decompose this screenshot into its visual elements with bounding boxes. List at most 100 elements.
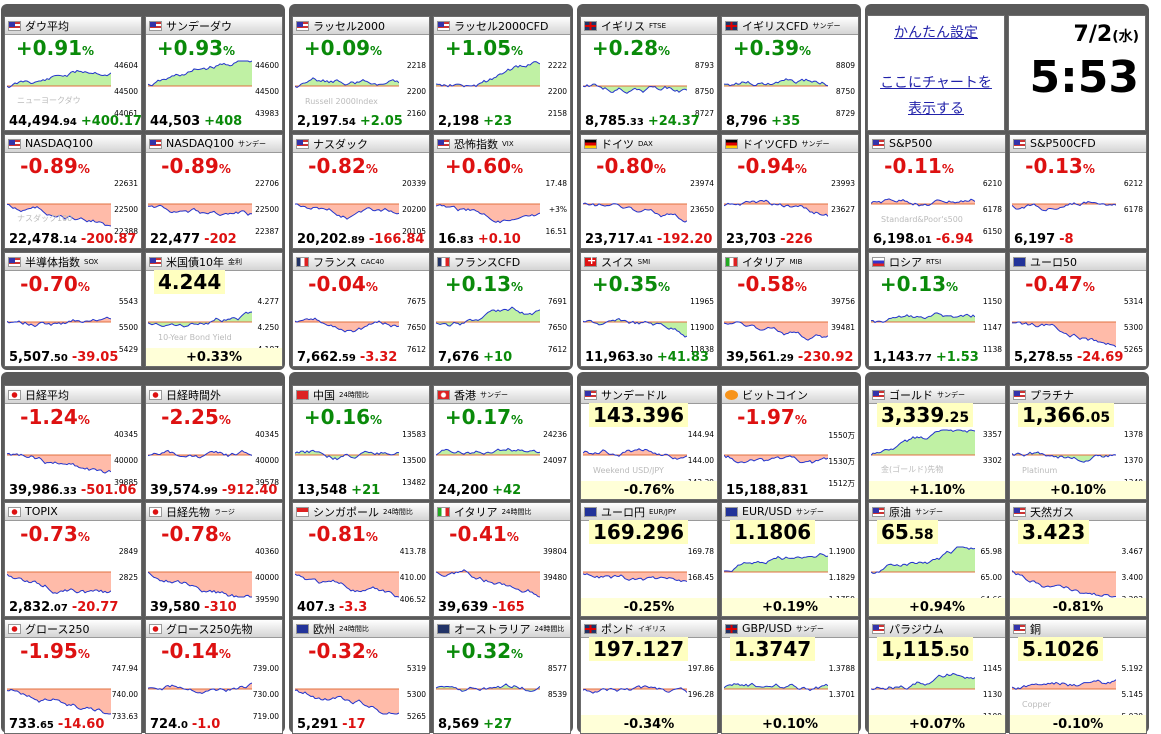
price-decimals: .94 (59, 117, 77, 128)
change-amount: +10 (483, 350, 513, 365)
market-tile[interactable]: イタリア MIB 39756 39481 -0.58% 39,561.29 -230.92 (721, 252, 859, 367)
tile-title: フランスCFD (434, 253, 570, 271)
market-tile[interactable]: NASDAQ100 ナスダック100 22631 22500 22388 -0.89% 22… (4, 134, 142, 249)
chart-area (724, 455, 828, 463)
market-tile[interactable]: プラチナPlatinum1378137013401,366.05+0.10% (1009, 385, 1147, 500)
axis-tick-label: 40360 (255, 547, 279, 556)
axis-tick-label: 22387 (255, 227, 279, 236)
settings-link[interactable]: かんたん設定 (894, 25, 978, 41)
market-tile[interactable]: 中国 24時間比 13583 13500 13482 +0.16% 13,548 +21 (292, 385, 430, 500)
chart-watermark: Copper (1022, 700, 1051, 709)
market-tile[interactable]: ラッセル2000CFD 2222 2200 2158 +1.05% 2,198 +23 (433, 16, 571, 131)
axis-tick-label: 1550万 (828, 431, 855, 440)
chart-line (295, 689, 399, 715)
chart-line (436, 569, 540, 598)
market-tile[interactable]: 日経先物 ラージ 40360 40000 39590 -0.78% 39,580 -310 (145, 502, 283, 617)
price-main: 39,580 (150, 600, 201, 615)
market-tile[interactable]: 半導体指数 SOX 5543 5500 5429 -0.70% 5,507.50 -39.05 (4, 252, 142, 367)
chart-line (7, 688, 111, 715)
market-tile[interactable]: フランス CAC40 7675 7650 7612 -0.04% 7,662.59 -3.32 (292, 252, 430, 367)
price-decimals: .54 (338, 117, 356, 128)
market-tile[interactable]: ラッセル2000 Russell 2000Index 2218 2200 2160 +0.… (292, 16, 430, 131)
market-tile[interactable]: TOPIX 2849 2825 -0.73% 2,832.07 -20.77 (4, 502, 142, 617)
change-unit: % (1082, 280, 1095, 294)
market-tile[interactable]: ビットコイン 1550万 1530万 1512万 -1.97% 15,188,831 (721, 385, 859, 500)
change-value: +0.35 (591, 272, 659, 296)
chart-line (583, 202, 687, 223)
chart-link-2[interactable]: 表示する (908, 101, 964, 117)
change-amount: +0.10 (477, 232, 521, 247)
market-tile[interactable]: 日経時間外 40345 40000 39578 -2.25% 39,574.99 -912.… (145, 385, 283, 500)
axis-tick-label: 11965 (690, 297, 714, 306)
flag-icon (296, 623, 309, 634)
flag-icon (1013, 256, 1026, 267)
axis-tick-label: 20105 (402, 227, 426, 236)
chart-area (724, 200, 828, 217)
market-tile[interactable]: 香港 サンデー 24236 24097 +0.17% 24,200 +42 (433, 385, 571, 500)
change-amount: +42 (492, 483, 522, 498)
market-tile[interactable]: S&P500CFD 6212 6178 -0.13% 6,197 -8 (1009, 134, 1147, 249)
market-tile[interactable]: ダウ平均 ニューヨークダウ 44604 44500 44061 +0.91% 44,494.… (4, 16, 142, 131)
flag-icon (725, 623, 738, 634)
axis-tick-label: 1145 (982, 664, 1002, 673)
market-tile[interactable]: ドイツCFD サンデー 23993 23627 -0.94% 23,703 -226 (721, 134, 859, 249)
market-tile[interactable]: ナスダック 20339 20200 20105 -0.82% 20,202.89 -166.… (292, 134, 430, 249)
market-tile[interactable]: グロース250先物 739.00 730.00 719.00 -0.14% 724.0 -1… (145, 619, 283, 734)
axis-tick-label: 4.250 (257, 323, 279, 332)
change-percent: -0.76% (623, 483, 675, 498)
change-percent: -0.73% (5, 522, 105, 546)
market-tile[interactable]: フランスCFD 7691 7650 7612 +0.13% 7,676 +10 (433, 252, 571, 367)
market-tile[interactable]: ドイツ DAX 23974 23650 -0.80% 23,717.41 -192.20 (580, 134, 718, 249)
chart-link[interactable]: ここにチャートを (880, 75, 992, 91)
market-tile[interactable]: ポンド イギリス 197.86 196.28 197.127 -0.34% (580, 619, 718, 734)
mini-chart (436, 306, 540, 327)
tile-title: ユーロ円 EUR/JPY (581, 503, 717, 521)
market-tile[interactable]: GBP/USD サンデー 1.3788 1.3701 1.3747 +0.10% (721, 619, 859, 734)
market-tile[interactable]: パラジウム1145113011091,115.50+0.07% (868, 619, 1006, 734)
market-tile[interactable]: 日経平均 40345 40000 39885 -1.24% 39,986.33 -501.0… (4, 385, 142, 500)
change-unit: % (365, 280, 378, 294)
market-tile[interactable]: ユーロ50 5314 5300 5265 -0.47% 5,278.55 -24.69 (1009, 252, 1147, 367)
price-row: 39,986.33 -501.06 (9, 483, 136, 498)
mini-chart (583, 685, 687, 694)
market-tile[interactable]: サンデーダウ 44600 44500 43983 +0.93% 44,503 +408 (145, 16, 283, 131)
market-tile[interactable]: 恐怖指数 VIX 17.48 +3% 16.51 +0.60% 16.83 +0.10 (433, 134, 571, 249)
market-tile[interactable]: イギリス FTSE 8793 8750 8727 +0.28% 8,785.33 +24.37 (580, 16, 718, 131)
tile-name: グロース250先物 (166, 622, 253, 636)
market-tile[interactable]: ロシア RTSI 1150 1147 1138 +0.13% 1,143.77 +1.53 (868, 252, 1006, 367)
market-tile[interactable]: EUR/USDサンデー1.19001.18291.17591.1806+0.19… (721, 502, 859, 617)
market-tile[interactable]: イギリスCFD サンデー 8809 8750 8729 +0.39% 8,796 +35 (721, 16, 859, 131)
axis-tick-label: 5265 (406, 712, 426, 721)
axis-tick-label: 43983 (255, 109, 279, 118)
footer-bar (146, 348, 282, 366)
chart-area (1012, 570, 1116, 597)
tile-subtitle: RTSI (926, 257, 942, 266)
chart-area (7, 572, 111, 594)
market-tile[interactable]: シンガポール 24時間比 413.78 410.00 406.52 -0.81% 407.3… (292, 502, 430, 617)
mini-chart (7, 203, 111, 227)
flag-icon (725, 506, 738, 517)
market-tile[interactable]: S&P500 Standard&Poor's500 6210 6178 6150 -0.1… (868, 134, 1006, 249)
chart-area (436, 683, 540, 692)
market-tile[interactable]: ユーロ円 EUR/JPY 169.78 168.45 169.296 -0.25% (580, 502, 718, 617)
market-tile[interactable]: NASDAQ100 サンデー 22706 22500 22387 -0.89% 22,477… (145, 134, 283, 249)
market-tile[interactable]: イタリア 24時間比 39804 39480 -0.41% 39,639 -165 (433, 502, 571, 617)
price-main: 6,198 (873, 232, 915, 247)
market-tile[interactable]: オーストラリア 24時間比 8577 8539 +0.32% 8,569 +27 (433, 619, 571, 734)
change-value: -0.04 (308, 272, 366, 296)
flag-icon (296, 506, 309, 517)
chart-area (583, 572, 687, 582)
tile-name: イタリア (742, 255, 786, 269)
chart-area (1012, 321, 1116, 347)
market-tile[interactable]: 欧州 24時間比 5319 5300 5265 -0.32% 5,291 -17 (292, 619, 430, 734)
change-value: -0.58 (737, 272, 795, 296)
axis-tick-label: 4.277 (257, 297, 279, 306)
market-tile[interactable]: グロース250 747.94 740.00 733.63 -1.95% 733.65 -14… (4, 619, 142, 734)
market-tile[interactable]: ゴールド サンデー 金(ゴールド)先物 3357 3302 3,339.25 +1.10% (868, 385, 1006, 500)
